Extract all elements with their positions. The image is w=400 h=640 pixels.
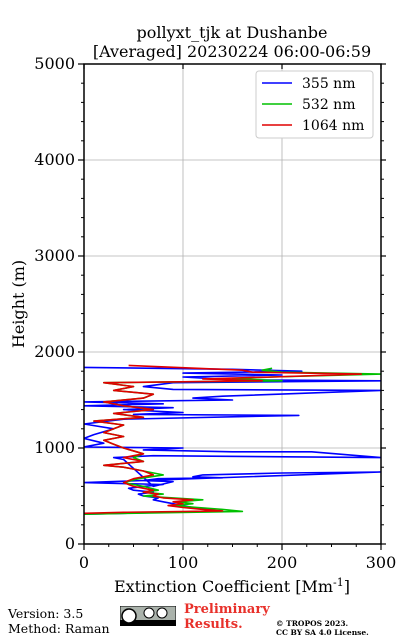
- y-tick-label: 1000: [34, 438, 75, 457]
- y-tick-label: 0: [65, 534, 75, 553]
- legend-label: 532 nm: [302, 97, 355, 113]
- y-tick-label: 2000: [34, 342, 75, 361]
- y-tick-label: 4000: [34, 150, 75, 169]
- license-line2: CC BY SA 4.0 License.: [276, 628, 369, 637]
- license-line1: © TROPOS 2023.: [276, 619, 349, 628]
- chart-title-line1: pollyxt_tjk at Dushanbe: [136, 23, 327, 42]
- x-tick-label: 0: [79, 553, 89, 572]
- y-tick-label: 5000: [34, 54, 75, 73]
- y-tick-label: 3000: [34, 246, 75, 265]
- x-tick-label: 300: [366, 553, 397, 572]
- x-tick-label: 200: [267, 553, 298, 572]
- version-text: Version: 3.5: [8, 606, 84, 621]
- legend-box: [255, 70, 374, 139]
- x-axis-label: Extinction Coefficient [Mm-1]: [114, 576, 350, 597]
- license-notice: © TROPOS 2023. CC BY SA 4.0 License.: [276, 619, 369, 637]
- legend-label: 1064 nm: [302, 118, 364, 134]
- footer-version-info: Version: 3.5 Method: Raman: [8, 606, 110, 636]
- legend-label: 355 nm: [302, 76, 355, 92]
- series-line-0: [84, 366, 381, 515]
- x-tick-label: 100: [168, 553, 199, 572]
- series-layer: [84, 364, 381, 515]
- preliminary-line1: Preliminary: [184, 602, 270, 617]
- preliminary-notice: Preliminary Results.: [184, 602, 270, 632]
- method-text: Method: Raman: [8, 621, 110, 636]
- legend: 355 nm 532 nm 1064 nm: [255, 70, 374, 139]
- cc-by-sa-logo: [120, 606, 176, 626]
- series-line-2: [84, 364, 363, 515]
- preliminary-line2: Results.: [184, 617, 243, 632]
- chart-title-line2: [Averaged] 20230224 06:00-06:59: [93, 42, 371, 61]
- y-axis-label: Height (m): [9, 260, 28, 348]
